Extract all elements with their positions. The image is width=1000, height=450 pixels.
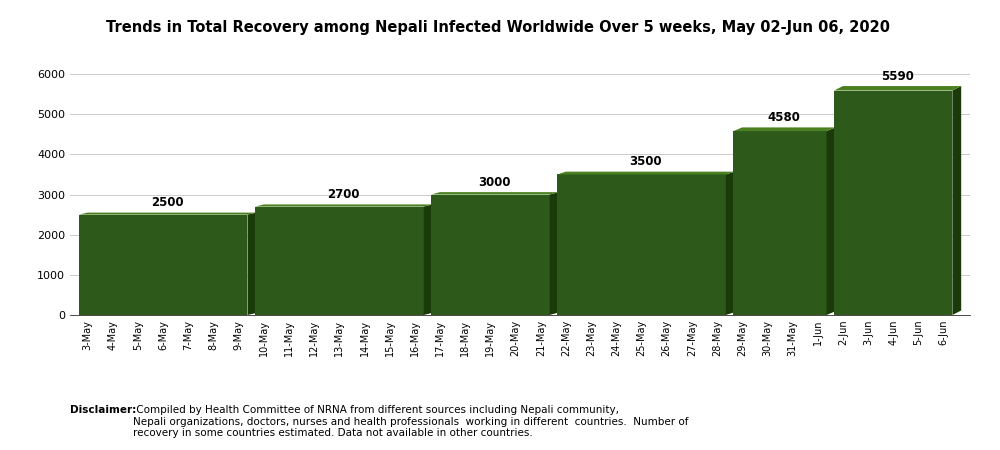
Polygon shape — [952, 86, 961, 315]
Polygon shape — [424, 204, 433, 315]
Bar — [431, 194, 550, 315]
Bar — [834, 90, 952, 315]
Text: Compiled by Health Committee of NRNA from different sources including Nepali com: Compiled by Health Committee of NRNA fro… — [133, 405, 688, 438]
Polygon shape — [733, 127, 835, 131]
Polygon shape — [726, 171, 735, 315]
Polygon shape — [431, 192, 558, 194]
Text: 3000: 3000 — [479, 176, 511, 189]
Bar — [733, 131, 827, 315]
Polygon shape — [557, 171, 735, 175]
Polygon shape — [827, 127, 835, 315]
Text: 3500: 3500 — [630, 155, 662, 168]
Bar — [255, 207, 424, 315]
Polygon shape — [550, 192, 558, 315]
Text: Disclaimer:: Disclaimer: — [70, 405, 136, 415]
Text: 2500: 2500 — [151, 196, 184, 209]
Polygon shape — [247, 212, 256, 315]
Bar — [557, 175, 726, 315]
Polygon shape — [255, 204, 433, 207]
Bar — [79, 215, 247, 315]
Polygon shape — [79, 212, 256, 215]
Text: Trends in Total Recovery among Nepali Infected Worldwide Over 5 weeks, May 02-Ju: Trends in Total Recovery among Nepali In… — [106, 20, 890, 35]
Text: 2700: 2700 — [328, 188, 360, 201]
Text: 4580: 4580 — [768, 111, 801, 124]
Text: 5590: 5590 — [881, 70, 914, 83]
Polygon shape — [834, 86, 961, 90]
